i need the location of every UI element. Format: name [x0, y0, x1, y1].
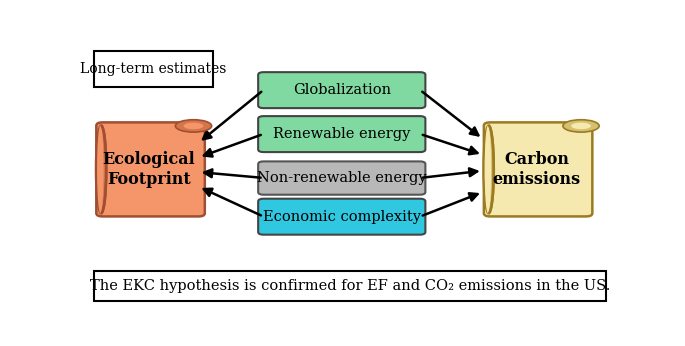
FancyBboxPatch shape — [258, 199, 425, 235]
Ellipse shape — [563, 120, 599, 132]
FancyBboxPatch shape — [484, 122, 593, 217]
Text: Long-term estimates: Long-term estimates — [80, 62, 227, 76]
Ellipse shape — [571, 122, 591, 129]
FancyBboxPatch shape — [258, 72, 425, 108]
Text: Ecological
Footprint: Ecological Footprint — [103, 151, 195, 188]
FancyBboxPatch shape — [258, 161, 425, 195]
FancyBboxPatch shape — [94, 271, 606, 301]
Text: Carbon
emissions: Carbon emissions — [493, 151, 581, 188]
Text: Globalization: Globalization — [292, 83, 391, 97]
Ellipse shape — [96, 126, 106, 213]
Ellipse shape — [484, 126, 491, 213]
Ellipse shape — [97, 126, 103, 213]
Ellipse shape — [184, 122, 203, 129]
FancyBboxPatch shape — [94, 51, 213, 87]
FancyBboxPatch shape — [97, 122, 205, 217]
Text: Non-renewable energy: Non-renewable energy — [257, 171, 427, 185]
Text: Economic complexity: Economic complexity — [263, 210, 421, 224]
FancyBboxPatch shape — [258, 116, 425, 152]
Ellipse shape — [484, 126, 494, 213]
Text: Renewable energy: Renewable energy — [273, 127, 410, 141]
Text: The EKC hypothesis is confirmed for EF and CO₂ emissions in the US.: The EKC hypothesis is confirmed for EF a… — [90, 279, 610, 293]
Ellipse shape — [175, 120, 212, 132]
